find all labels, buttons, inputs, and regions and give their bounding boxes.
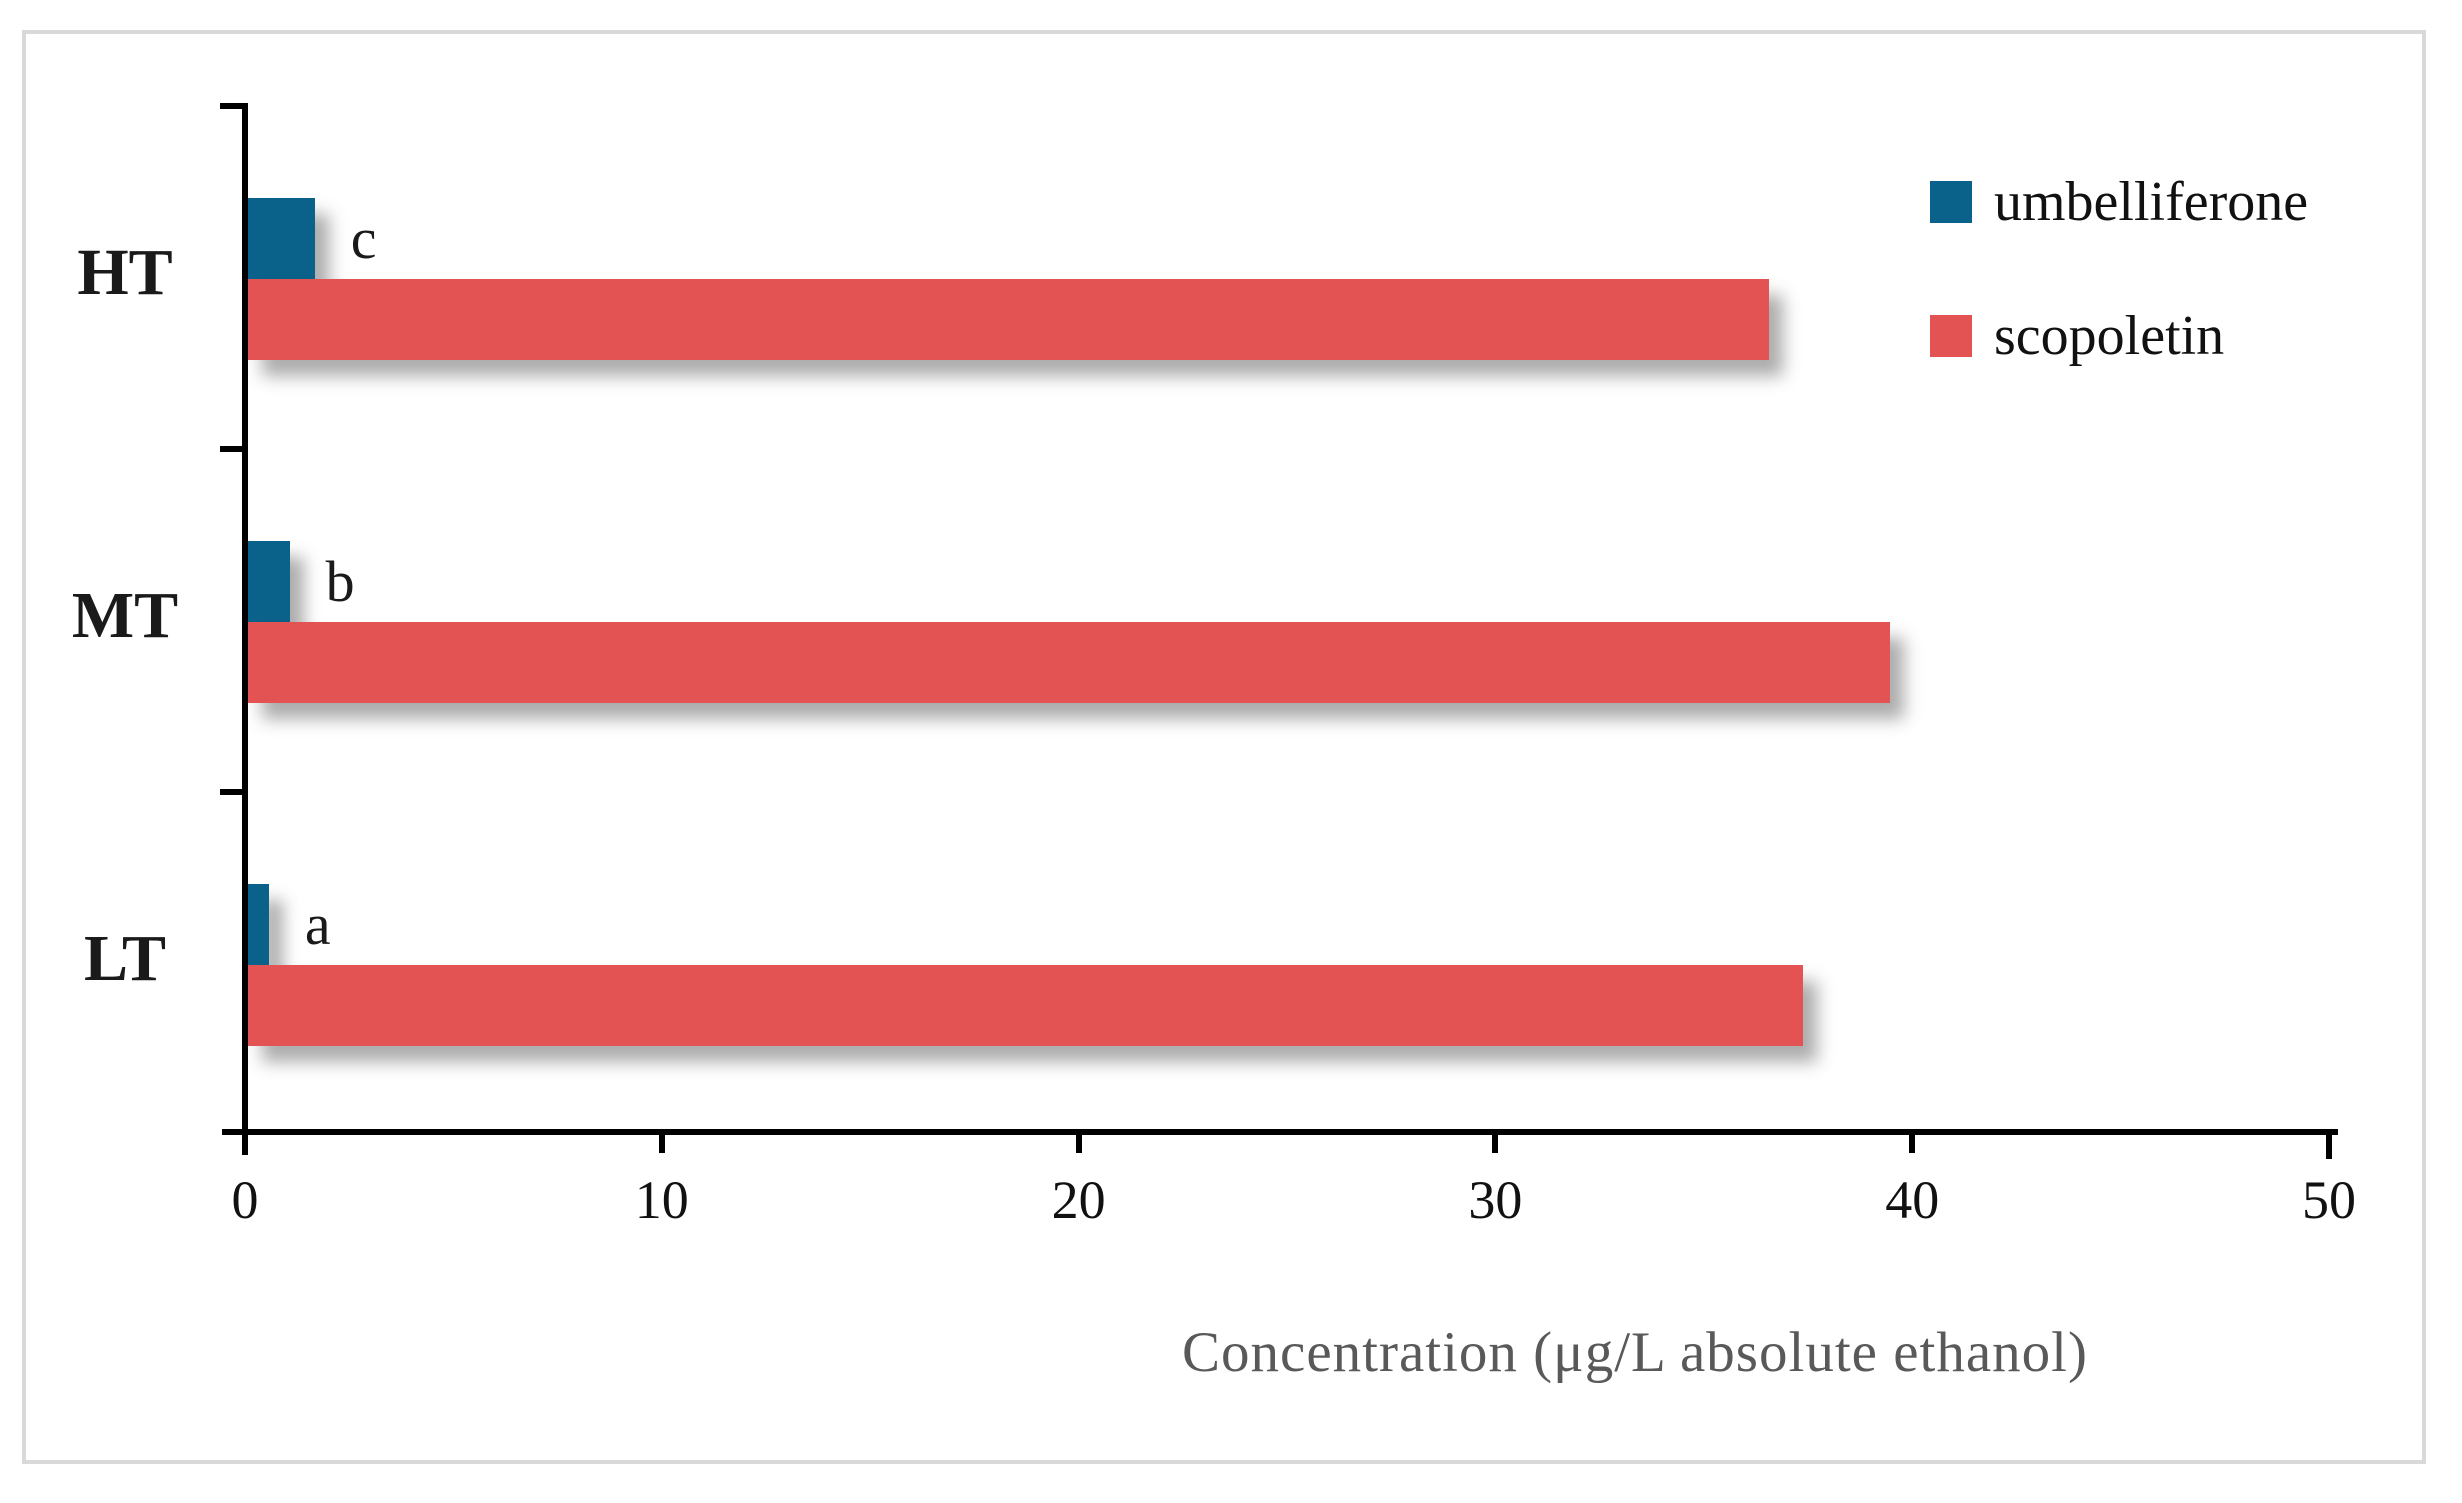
bar-scopoletin-MT (248, 622, 1891, 703)
y-axis-tick-2 (220, 789, 242, 795)
y-axis-tick-1 (220, 446, 242, 452)
bar-scopoletin-LT (248, 965, 1803, 1046)
x-tick-label-20: 20 (1051, 1170, 1106, 1230)
x-tick-20 (1075, 1129, 1082, 1153)
bar-scopoletin-HT (248, 279, 1770, 360)
significance-letter-LT: a (304, 892, 331, 957)
x-tick-30 (1492, 1129, 1499, 1153)
x-tick-10 (658, 1129, 665, 1153)
bar-umbelliferone-MT (248, 541, 290, 622)
legend: umbelliferone scopoletin (1930, 171, 2390, 444)
x-tick-40 (1909, 1129, 1916, 1153)
bar-umbelliferone-LT (248, 884, 269, 965)
y-category-label-HT: HT (77, 236, 173, 309)
y-axis-tick-0 (220, 103, 242, 109)
legend-swatch-umbelliferone (1930, 181, 1972, 223)
y-axis-line (242, 103, 248, 1155)
x-tick-label-50: 50 (2302, 1170, 2356, 1230)
significance-letter-MT: b (325, 549, 355, 614)
x-tick-label-0: 0 (231, 1170, 259, 1230)
y-category-label-MT: MT (71, 579, 179, 652)
x-tick-50 (2326, 1129, 2332, 1159)
figure-border (22, 30, 2426, 1464)
y-category-label-LT: LT (84, 922, 166, 995)
x-axis-line (222, 1129, 2338, 1135)
significance-letter-HT: c (350, 206, 377, 271)
x-tick-label-40: 40 (1885, 1170, 1940, 1230)
x-axis-title: Concentration (μg/L absolute ethanol) (1182, 1321, 2088, 1384)
legend-label-umbelliferone: umbelliferone (1994, 171, 2309, 233)
legend-label-scopoletin: scopoletin (1994, 305, 2225, 367)
x-tick-label-10: 10 (634, 1170, 689, 1230)
legend-item-scopoletin: scopoletin (1930, 305, 2390, 367)
legend-swatch-scopoletin (1930, 315, 1972, 357)
x-tick-label-30: 30 (1468, 1170, 1523, 1230)
bar-umbelliferone-HT (248, 198, 315, 279)
legend-item-umbelliferone: umbelliferone (1930, 171, 2390, 233)
